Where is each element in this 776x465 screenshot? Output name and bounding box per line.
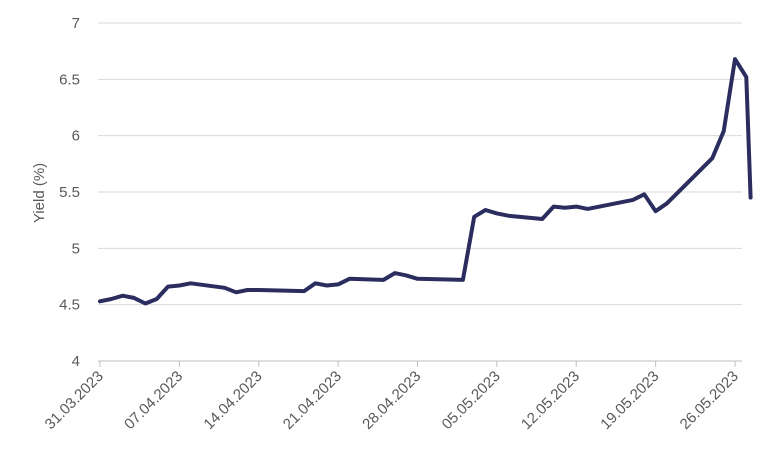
yield-series-line bbox=[98, 57, 753, 306]
x-tick-label: 07.04.2023 bbox=[121, 368, 186, 433]
y-tick-label: 4.5 bbox=[59, 297, 80, 314]
axis-layer bbox=[98, 360, 742, 367]
x-tick-label: 14.04.2023 bbox=[200, 368, 265, 433]
grid-layer bbox=[98, 22, 742, 306]
y-axis-title: Yield (%) bbox=[31, 163, 48, 223]
x-tick-label: 21.04.2023 bbox=[280, 368, 345, 433]
x-tick-label: 05.05.2023 bbox=[439, 368, 504, 433]
x-tick-label: 19.05.2023 bbox=[597, 368, 662, 433]
x-tick-label: 12.05.2023 bbox=[518, 368, 583, 433]
x-tick-label: 31.03.2023 bbox=[42, 368, 107, 433]
y-tick-label: 6 bbox=[72, 128, 80, 145]
y-tick-label: 4 bbox=[72, 353, 80, 370]
y-tick-label: 5.5 bbox=[59, 184, 80, 201]
y-tick-label: 6.5 bbox=[59, 71, 80, 88]
y-tick-label: 5 bbox=[72, 240, 80, 257]
x-tick-labels: 31.03.2023 07.04.2023 14.04.2023 21.04.2023… bbox=[42, 368, 742, 433]
x-tick-label: 28.04.2023 bbox=[359, 368, 424, 433]
x-tick-label: 26.05.2023 bbox=[677, 368, 742, 433]
y-tick-label: 7 bbox=[72, 15, 80, 32]
y-tick-labels: 4 4.5 5 5.5 6 6.5 7 bbox=[59, 15, 80, 370]
